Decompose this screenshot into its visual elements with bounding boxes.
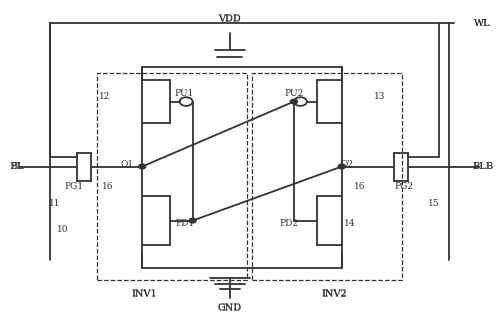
Circle shape [139,164,146,169]
Text: BL: BL [9,162,23,171]
Bar [97,73,247,280]
Text: 10: 10 [56,225,68,234]
Text: INV2: INV2 [321,289,347,298]
Text: Q1: Q1 [121,159,134,168]
Text: INV1: INV1 [132,290,158,299]
Text: 11: 11 [49,198,61,208]
Bar [252,73,402,280]
Text: PU2: PU2 [285,89,304,98]
Text: VDD: VDD [218,15,241,25]
Text: WL: WL [474,19,491,28]
Circle shape [189,218,196,223]
Text: 16: 16 [101,182,113,191]
Text: WL: WL [474,19,491,28]
Text: Q2: Q2 [340,159,353,168]
Circle shape [338,164,345,169]
Text: PG1: PG1 [64,182,83,191]
Text: 14: 14 [343,218,355,228]
Text: BLB: BLB [473,162,494,171]
Circle shape [290,99,297,104]
Text: 13: 13 [374,92,385,101]
Text: PD1: PD1 [175,218,194,228]
Text: BLB: BLB [473,162,494,171]
Text: INV2: INV2 [321,290,347,299]
Text: GND: GND [218,303,242,313]
Text: 15: 15 [428,198,440,208]
Text: VDD: VDD [218,14,241,23]
Text: PG2: PG2 [395,182,414,191]
Text: 16: 16 [353,182,365,191]
Text: PD2: PD2 [280,218,299,228]
Text: 12: 12 [99,92,110,101]
Text: INV1: INV1 [132,289,158,298]
Text: BL: BL [10,162,24,171]
Text: PU1: PU1 [175,89,194,98]
Text: GND: GND [218,302,242,312]
